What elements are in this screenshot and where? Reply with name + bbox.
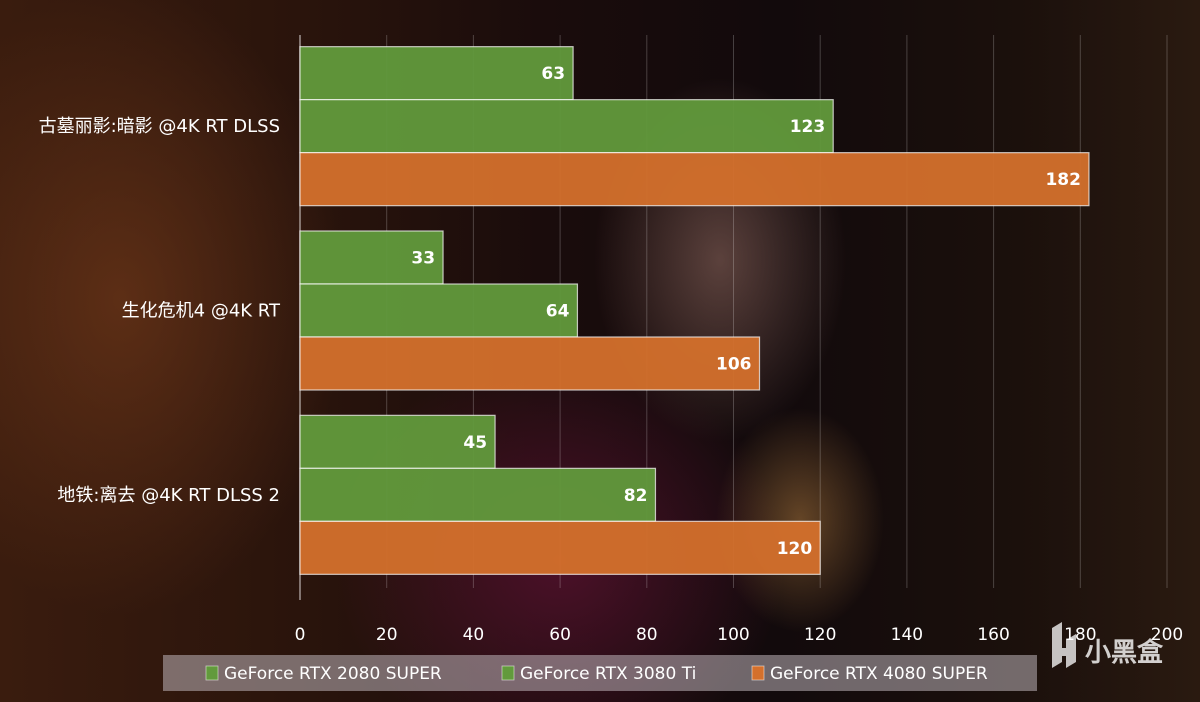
bar (299, 336, 761, 391)
bar (299, 46, 574, 101)
x-tick-label: 20 (376, 625, 398, 645)
x-tick-label: 120 (804, 625, 836, 645)
x-tick-label: 40 (463, 625, 485, 645)
legend-label: GeForce RTX 3080 Ti (520, 664, 696, 684)
x-tick-label: 100 (717, 625, 749, 645)
legend-label: GeForce RTX 4080 SUPER (770, 664, 988, 684)
watermark-logo: 小黑盒 (1052, 622, 1164, 668)
data-label: 106 (716, 355, 752, 375)
legend-label: GeForce RTX 2080 SUPER (224, 664, 442, 684)
category-label: 生化危机4 @4K RT (122, 301, 281, 322)
data-label: 82 (624, 486, 648, 506)
x-tick-label: 0 (295, 625, 306, 645)
bar (299, 520, 821, 575)
data-label: 33 (411, 249, 435, 269)
data-label: 123 (790, 117, 826, 137)
x-tick-label: 200 (1151, 625, 1183, 645)
bar (299, 230, 444, 285)
data-label: 45 (463, 433, 487, 453)
data-label: 120 (777, 539, 813, 559)
x-tick-label: 140 (891, 625, 923, 645)
bar (299, 99, 834, 154)
x-tick-label: 160 (977, 625, 1009, 645)
bar (299, 283, 579, 338)
bar (299, 152, 1090, 207)
bar (299, 467, 657, 522)
watermark-text: 小黑盒 (1085, 637, 1164, 668)
category-label: 地铁:离去 @4K RT DLSS 2 (57, 485, 280, 506)
logo-icon (1052, 622, 1076, 668)
data-label: 64 (546, 302, 570, 322)
legend-swatch (501, 665, 515, 681)
legend-box (163, 655, 1037, 691)
category-label: 古墓丽影:暗影 @4K RT DLSS (39, 116, 280, 137)
x-tick-label: 80 (636, 625, 658, 645)
legend-swatch (205, 665, 219, 681)
x-tick-label: 60 (549, 625, 571, 645)
data-label: 63 (541, 64, 565, 84)
data-label: 182 (1045, 170, 1081, 190)
legend-swatch (751, 665, 765, 681)
